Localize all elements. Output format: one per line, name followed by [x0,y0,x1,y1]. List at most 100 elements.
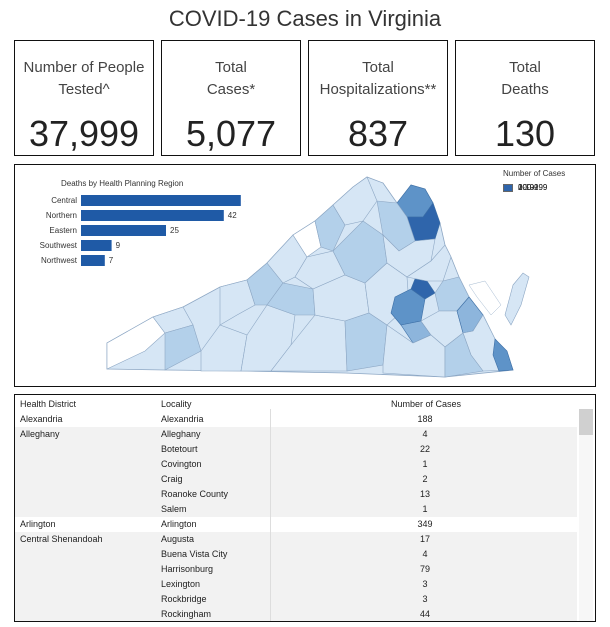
bar-value-label: 25 [170,226,179,235]
cell-locality: Craig [161,474,183,484]
kpi-label: Number of People Tested^ [23,59,145,98]
map-panel: Deaths by Health Planning Region Central… [14,164,596,387]
cell-number-of-cases: 17 [419,534,430,544]
table-row[interactable]: Covington 1 [15,457,577,472]
kpi-value: 130 [494,113,556,154]
table-row[interactable]: Botetourt 22 [15,442,577,457]
bar-value-label: 9 [116,241,121,250]
cell-number-of-cases: 3 [422,594,428,604]
page-title: COVID-19 Cases in Virginia [168,6,442,31]
table-row[interactable]: Alleghany Alleghany 4 [15,427,577,442]
table-row[interactable]: Central Shenandoah Augusta 17 [15,532,577,547]
county-region-w1[interactable] [219,279,256,326]
table-row[interactable]: Buena Vista City 4 [15,547,577,562]
table-row[interactable]: Craig 2 [15,472,577,487]
scrollbar-thumb[interactable] [579,409,593,435]
kpi-value: 37,999 [28,113,140,154]
table-row[interactable]: Harrisonburg 79 [15,562,577,577]
county-region-e1[interactable] [406,244,452,282]
cell-number-of-cases: 2 [422,474,428,484]
kpi-label: Total Cases* [206,59,256,98]
kpi-value: 837 [347,113,409,154]
cell-number-of-cases: 4 [422,429,428,439]
bar-central[interactable] [81,195,241,206]
table-row[interactable]: Lexington 3 [15,577,577,592]
header-health-district[interactable]: Health District [20,399,77,409]
cell-number-of-cases: 349 [417,519,433,529]
legend-swatch [503,183,513,192]
cell-locality: Augusta [161,534,195,544]
cell-number-of-cases: 1 [422,459,428,469]
cell-number-of-cases: 188 [417,414,433,424]
cell-locality: Buena Vista City [161,549,228,559]
cell-health-district: Arlington [20,519,56,529]
cell-number-of-cases: 44 [419,609,430,619]
bar-eastern[interactable] [81,225,166,236]
bar-category-label: Northern [46,211,77,220]
kpi-label: Total Deaths [501,59,549,98]
cell-locality: Harrisonburg [161,564,214,574]
county-region-c7[interactable] [344,312,388,372]
kpi-value: 5,077 [185,113,277,154]
bar-southwest[interactable] [81,240,112,251]
county-region-henrico[interactable] [410,278,436,300]
bay-water [468,280,502,316]
table-row[interactable]: Rockbridge 3 [15,592,577,607]
legend-title: Number of Cases [503,169,566,178]
kpi-total-cases: Total Cases* 5,077 [161,40,301,156]
cell-health-district: Alleghany [20,429,60,439]
map-legend: Number of Cases 0 1-19 20-99 100-199 200… [503,169,566,192]
county-region-sw[interactable] [106,316,166,370]
kpi-total-hospitalizations: Total Hospitalizations** 837 [308,40,448,156]
legend-item[interactable]: 300+ [503,181,595,194]
kpi-label: Total Hospitalizations** [319,59,437,98]
chart-title: Deaths by Health Planning Region [61,179,184,188]
cell-health-district: Central Shenandoah [20,534,103,544]
deaths-bar-chart: Central47Northern42Eastern25Southwest9No… [40,195,245,266]
bar-value-label: 7 [109,256,114,265]
cell-number-of-cases: 1 [422,504,428,514]
cell-locality: Rockingham [161,609,212,619]
cases-table: Health District Locality Number of Cases… [14,394,596,622]
cell-locality: Botetourt [161,444,198,454]
cell-number-of-cases: 3 [422,579,428,589]
bar-category-label: Southwest [40,241,78,250]
cell-locality: Alleghany [161,429,201,439]
county-region-suffolk[interactable] [444,332,484,378]
cell-locality: Alexandria [161,414,204,424]
table-row[interactable]: Alexandria Alexandria 188 [15,412,577,427]
cell-locality: Arlington [161,519,197,529]
cell-locality: Covington [161,459,202,469]
table-row[interactable]: Salem 1 [15,502,577,517]
cell-health-district: Alexandria [20,414,63,424]
county-region-eastern-shore[interactable] [504,272,530,326]
table-row[interactable]: Rockingham 44 [15,607,577,621]
county-region-nova4[interactable] [382,234,436,278]
cell-number-of-cases: 22 [419,444,430,454]
cell-number-of-cases: 4 [422,549,428,559]
county-region-virginia-beach[interactable] [492,338,514,372]
county-region-e4[interactable] [382,324,446,378]
virginia-map[interactable] [15,165,596,387]
header-number-of-cases[interactable]: Number of Cases [391,399,462,409]
table-row[interactable]: Roanoke County 13 [15,487,577,502]
cell-locality: Salem [161,504,187,514]
cell-number-of-cases: 79 [419,564,430,574]
bar-category-label: Central [51,196,77,205]
county-region-sv[interactable] [314,204,346,252]
kpi-people-tested: Number of People Tested^ 37,999 [14,40,154,156]
bar-northern[interactable] [81,210,224,221]
column-divider [270,409,271,621]
cell-number-of-cases: 13 [419,489,430,499]
bar-value-label: 42 [228,211,237,220]
bar-northwest[interactable] [81,255,105,266]
kpi-total-deaths: Total Deaths 130 [455,40,595,156]
cell-locality: Lexington [161,579,201,589]
bar-category-label: Eastern [49,226,77,235]
cell-locality: Rockbridge [161,594,207,604]
bar-category-label: Northwest [41,256,78,265]
scrollbar-track[interactable] [579,409,593,621]
header-locality[interactable]: Locality [161,399,192,409]
table-row[interactable]: Arlington Arlington 349 [15,517,577,532]
cell-locality: Roanoke County [161,489,229,499]
